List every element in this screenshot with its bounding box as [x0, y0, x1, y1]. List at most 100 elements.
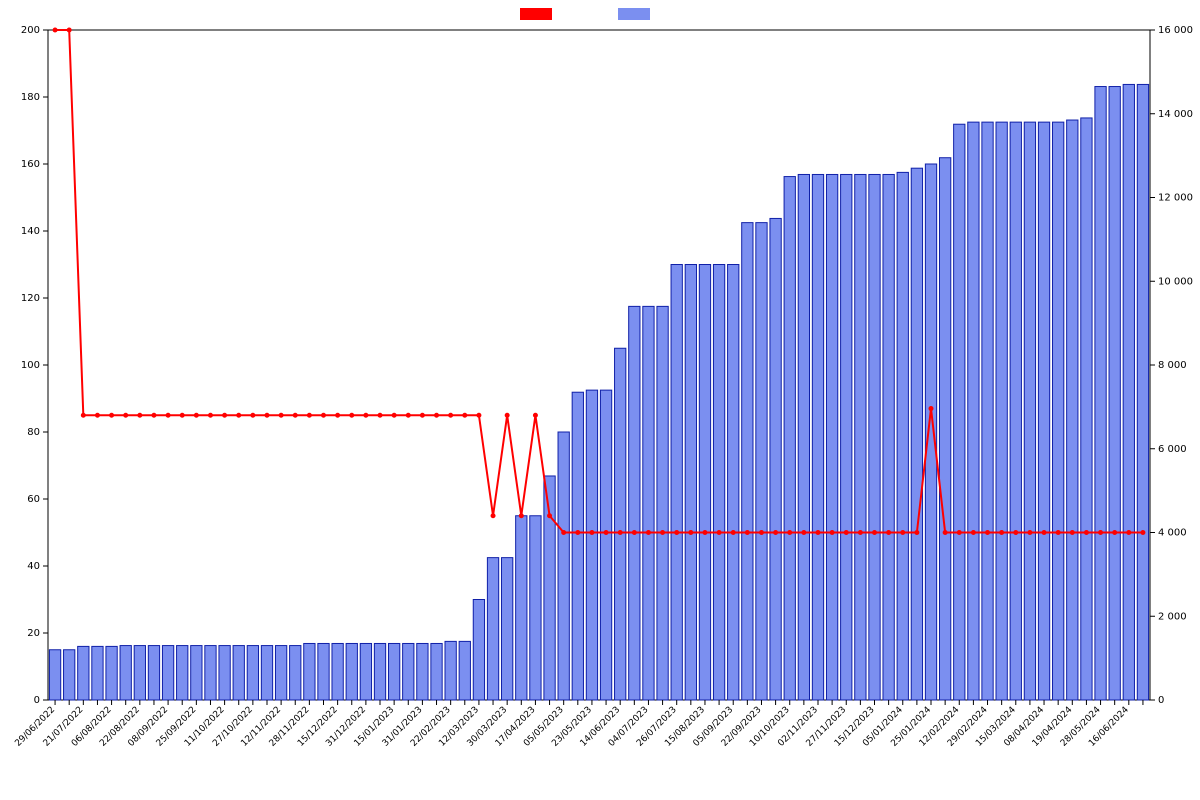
line-marker — [632, 530, 637, 535]
line-marker — [95, 413, 100, 418]
bar — [445, 641, 456, 700]
bar — [233, 646, 244, 700]
ytick-right-label: 0 — [1158, 695, 1164, 706]
bar — [1053, 122, 1064, 700]
bar — [459, 641, 470, 700]
line-marker — [844, 530, 849, 535]
bar — [516, 516, 527, 700]
line-marker — [448, 413, 453, 418]
ytick-left-label: 0 — [34, 695, 40, 706]
bars-group — [49, 84, 1148, 700]
line-marker — [279, 413, 284, 418]
line-marker — [236, 413, 241, 418]
bar — [1109, 87, 1120, 700]
bar — [713, 265, 724, 701]
line-marker — [674, 530, 679, 535]
bar — [275, 646, 286, 700]
line-marker — [688, 530, 693, 535]
line-marker — [1027, 530, 1032, 535]
line-marker — [505, 413, 510, 418]
bar — [487, 558, 498, 700]
bar — [784, 177, 795, 700]
line-marker — [561, 530, 566, 535]
line-marker — [1112, 530, 1117, 535]
bar — [685, 265, 696, 701]
ytick-left-label: 160 — [21, 159, 40, 170]
line-marker — [1140, 530, 1145, 535]
line-marker — [293, 413, 298, 418]
line-marker — [321, 413, 326, 418]
bar — [939, 158, 950, 700]
ytick-left-label: 140 — [21, 226, 40, 237]
bar — [841, 174, 852, 700]
line-marker — [1084, 530, 1089, 535]
legend-swatch — [520, 8, 552, 20]
bar — [1081, 118, 1092, 700]
line-marker — [264, 413, 269, 418]
bar — [925, 164, 936, 700]
line-marker — [420, 413, 425, 418]
ytick-left-label: 120 — [21, 293, 40, 304]
line-marker — [137, 413, 142, 418]
ytick-left-label: 60 — [27, 494, 40, 505]
line-marker — [815, 530, 820, 535]
bar — [162, 646, 173, 700]
line-marker — [378, 413, 383, 418]
line-marker — [491, 513, 496, 518]
line-marker — [1013, 530, 1018, 535]
line-marker — [222, 413, 227, 418]
line-marker — [109, 413, 114, 418]
line-marker — [943, 530, 948, 535]
line-marker — [900, 530, 905, 535]
bar — [600, 390, 611, 700]
bar — [728, 265, 739, 701]
bar — [897, 172, 908, 700]
ytick-left-label: 80 — [27, 427, 40, 438]
ytick-left-label: 100 — [21, 360, 40, 371]
ytick-right-label: 4 000 — [1158, 528, 1187, 539]
bar — [1123, 84, 1134, 700]
bar — [954, 124, 965, 700]
line-marker — [886, 530, 891, 535]
bar — [1137, 84, 1148, 700]
bar — [530, 516, 541, 700]
bar — [64, 650, 75, 700]
line-marker — [957, 530, 962, 535]
line-marker — [462, 413, 467, 418]
line-marker — [702, 530, 707, 535]
line-marker — [830, 530, 835, 535]
line-marker — [575, 530, 580, 535]
bar — [78, 646, 89, 700]
bar — [431, 643, 442, 700]
line-marker — [363, 413, 368, 418]
line-marker — [1070, 530, 1075, 535]
line-marker — [392, 413, 397, 418]
line-marker — [81, 413, 86, 418]
legend — [520, 8, 650, 20]
line-marker — [533, 413, 538, 418]
bar — [586, 390, 597, 700]
ytick-right-label: 14 000 — [1158, 109, 1193, 120]
ytick-left-label: 180 — [21, 92, 40, 103]
bar — [968, 122, 979, 700]
ytick-right-label: 12 000 — [1158, 193, 1193, 204]
line-marker — [759, 530, 764, 535]
bar — [49, 650, 60, 700]
dual-axis-chart: 02040608010012014016018020002 0004 0006 … — [0, 0, 1200, 800]
line-marker — [646, 530, 651, 535]
bar — [374, 643, 385, 700]
ytick-left-label: 200 — [21, 25, 40, 36]
bar — [657, 306, 668, 700]
bar — [911, 168, 922, 700]
line-marker — [250, 413, 255, 418]
line-marker — [985, 530, 990, 535]
bar — [191, 646, 202, 700]
line-marker — [434, 413, 439, 418]
line-marker — [618, 530, 623, 535]
line-marker — [801, 530, 806, 535]
bar — [304, 643, 315, 700]
line-marker — [1042, 530, 1047, 535]
bar — [502, 558, 513, 700]
bar — [1024, 122, 1035, 700]
bar — [643, 306, 654, 700]
